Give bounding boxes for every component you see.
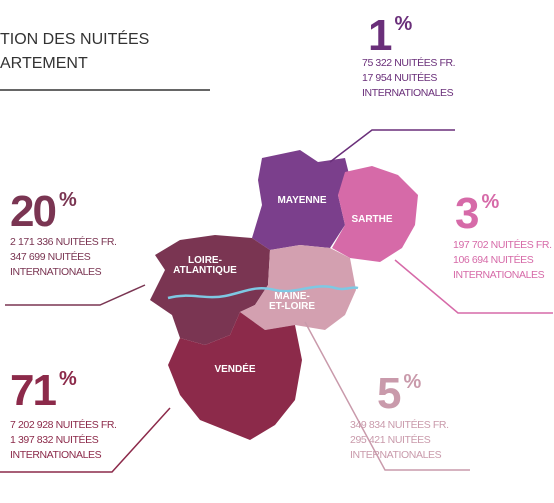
region-info: 295 421 NUITÉES bbox=[350, 433, 431, 446]
percent-value: 5 bbox=[377, 369, 401, 418]
region-label: VENDÉE bbox=[214, 362, 255, 375]
title-line: ARTEMENT bbox=[0, 55, 88, 72]
percent-sign: % bbox=[403, 371, 421, 393]
sarthe bbox=[332, 166, 418, 262]
region-info: 1 397 832 NUITÉES bbox=[10, 433, 99, 446]
percent-sign: % bbox=[481, 191, 499, 213]
region-info: 75 322 NUITÉES FR. bbox=[362, 56, 455, 69]
region-info: INTERNATIONALES bbox=[10, 449, 102, 461]
callout-line bbox=[394, 259, 553, 314]
region-label: LOIRE- bbox=[188, 255, 222, 266]
percent-sign: % bbox=[59, 189, 77, 211]
region-info: 17 954 NUITÉES bbox=[362, 71, 437, 84]
region-label: MAYENNE bbox=[277, 195, 326, 206]
region-info: 197 702 NUITÉES FR. bbox=[453, 238, 552, 251]
maine-et-loire bbox=[240, 245, 356, 330]
percent-value: 20 bbox=[10, 187, 55, 236]
region-info: 106 694 NUITÉES bbox=[453, 253, 534, 266]
region-label: ET-LOIRE bbox=[269, 301, 315, 312]
vendee bbox=[168, 312, 302, 440]
percent-sign: % bbox=[394, 13, 412, 35]
title-line: TION DES NUITÉES bbox=[0, 29, 149, 48]
region-info: INTERNATIONALES bbox=[453, 269, 545, 281]
region-info: INTERNATIONALES bbox=[350, 449, 442, 461]
region-label: MAINE- bbox=[274, 291, 310, 302]
river bbox=[167, 285, 359, 300]
percent-sign: % bbox=[59, 368, 77, 390]
callout-line bbox=[5, 284, 146, 306]
percent-value: 1 bbox=[368, 11, 392, 60]
callout-line bbox=[304, 321, 470, 471]
region-info: 2 171 336 NUITÉES FR. bbox=[10, 235, 117, 248]
callout-line bbox=[0, 407, 171, 473]
region-info: 349 834 NUITÉES FR. bbox=[350, 418, 449, 431]
region-info: INTERNATIONALES bbox=[362, 87, 454, 99]
region-label: SARTHE bbox=[351, 214, 392, 225]
region-info: 7 202 928 NUITÉES FR. bbox=[10, 418, 117, 431]
mayenne bbox=[252, 150, 350, 250]
percent-value: 71 bbox=[10, 366, 56, 415]
region-info: INTERNATIONALES bbox=[10, 266, 102, 278]
region-info: 347 699 NUITÉES bbox=[10, 250, 91, 263]
loire-atlantique bbox=[150, 235, 270, 345]
region-label: ATLANTIQUE bbox=[173, 265, 237, 276]
percent-value: 3 bbox=[455, 189, 478, 238]
callout-line bbox=[329, 129, 455, 163]
